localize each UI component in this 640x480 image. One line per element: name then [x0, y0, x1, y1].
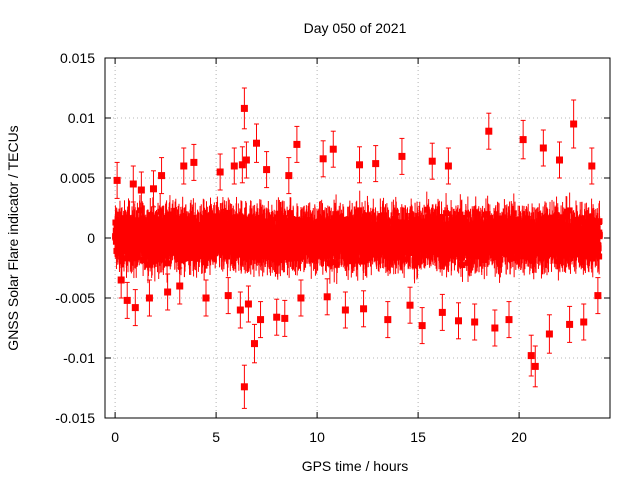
data-point	[224, 277, 232, 315]
data-point	[566, 305, 574, 343]
y-tick-label: 0.01	[68, 110, 95, 126]
data-point	[253, 123, 260, 163]
data-point	[360, 290, 368, 328]
data-point	[281, 299, 289, 337]
data-point	[596, 219, 603, 251]
data-point	[323, 278, 331, 316]
data-point	[285, 157, 293, 195]
data-point	[406, 286, 414, 324]
data-point	[180, 147, 188, 185]
y-tick-label: -0.015	[55, 410, 95, 426]
data-point	[216, 153, 224, 191]
data-point	[527, 334, 535, 377]
data-point	[202, 279, 210, 317]
x-tick-label: 10	[309, 429, 325, 445]
y-tick-label: 0.015	[60, 50, 95, 66]
x-tick-label: 15	[410, 429, 426, 445]
data-point	[131, 289, 139, 327]
data-point	[594, 277, 602, 315]
data-point	[455, 302, 462, 340]
data-point	[444, 147, 452, 185]
data-point	[129, 165, 137, 203]
data-point	[570, 99, 578, 149]
y-tick-label: -0.01	[63, 350, 95, 366]
data-point	[137, 171, 145, 209]
data-point	[545, 314, 553, 354]
data-point	[519, 119, 527, 160]
data-point	[238, 146, 246, 184]
x-axis-label: GPS time / hours	[302, 458, 409, 474]
data-point	[329, 130, 337, 168]
data-point	[263, 151, 271, 189]
data-point	[240, 87, 248, 130]
data-point	[240, 364, 248, 409]
data-point	[356, 146, 364, 184]
data-point	[438, 293, 446, 331]
data-point	[250, 323, 258, 364]
axis-ticks: 0 5 10 15 20 -0.015 -0.01 -0.005 0 0.005 0.01 0.015	[55, 50, 610, 445]
data-point	[580, 303, 588, 341]
data-point	[566, 192, 573, 229]
data-point	[230, 147, 238, 185]
data-point	[123, 281, 131, 319]
y-tick-label: -0.005	[55, 290, 95, 306]
data-point	[372, 145, 380, 183]
data-point	[158, 157, 166, 195]
data-series	[112, 87, 603, 409]
data-point	[428, 142, 436, 180]
data-point	[505, 301, 513, 339]
data-point	[319, 140, 327, 178]
y-tick-label: 0	[87, 230, 95, 246]
data-point	[418, 307, 426, 345]
data-point	[341, 291, 349, 329]
x-tick-label: 0	[111, 429, 119, 445]
data-point	[145, 279, 153, 317]
data-point	[588, 147, 596, 185]
y-axis-label: GNSS Solar Flare indicator / TECUs	[5, 125, 21, 350]
data-point	[236, 291, 244, 329]
data-point	[117, 261, 125, 299]
data-point	[149, 170, 157, 208]
data-point	[287, 197, 294, 230]
data-point	[273, 298, 281, 336]
x-tick-label: 5	[212, 429, 220, 445]
data-point	[384, 301, 392, 339]
data-point	[398, 137, 406, 175]
chart-title: Day 050 of 2021	[304, 20, 407, 36]
data-point	[257, 301, 265, 339]
data-point	[164, 273, 172, 311]
dense-measurement-band	[112, 190, 603, 285]
data-point	[244, 285, 252, 323]
data-point	[297, 279, 305, 317]
data-point	[485, 112, 493, 150]
data-point	[293, 125, 301, 163]
data-point	[176, 267, 184, 305]
data-point	[190, 143, 198, 181]
data-point	[556, 141, 563, 179]
data-point	[531, 345, 539, 388]
data-point	[491, 309, 499, 347]
data-point	[539, 129, 547, 167]
y-tick-label: 0.005	[60, 170, 95, 186]
data-point	[471, 303, 479, 341]
data-point	[242, 141, 250, 179]
x-tick-label: 20	[511, 429, 527, 445]
data-point	[113, 161, 121, 199]
